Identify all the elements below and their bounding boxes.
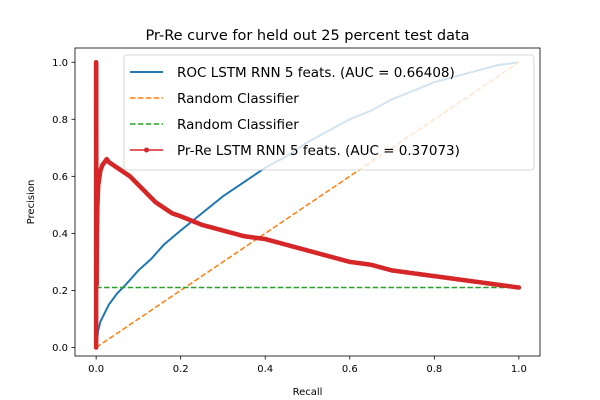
x-axis-label: Recall	[293, 387, 323, 398]
y-tick-label: 1.0	[52, 58, 68, 69]
chart-title: Pr-Re curve for held out 25 percent test…	[145, 28, 469, 44]
legend-entry: ROC LSTM RNN 5 feats. (AUC = 0.66408)	[177, 65, 455, 81]
x-tick-label: 1.0	[511, 364, 527, 375]
y-axis-ticks: 0.0 0.2 0.4 0.6 0.8 1.0	[52, 58, 75, 354]
y-tick-label: 0.0	[52, 343, 68, 354]
x-tick-label: 0.8	[426, 364, 442, 375]
x-tick-label: 0.6	[342, 364, 358, 375]
y-tick-label: 0.8	[52, 115, 68, 126]
legend-box	[123, 54, 535, 171]
x-tick-label: 0.2	[173, 364, 189, 375]
x-tick-label: 0.0	[88, 364, 104, 375]
series-point	[516, 285, 522, 290]
plot-area	[93, 59, 522, 350]
legend-entry: Random Classifier	[177, 91, 299, 107]
axes-frame	[74, 47, 541, 357]
y-tick-label: 0.6	[52, 172, 68, 183]
legend: ROC LSTM RNN 5 feats. (AUC = 0.66408) Ran…	[123, 54, 535, 171]
legend-entry: Pr-Re LSTM RNN 5 feats. (AUC = 0.37073)	[177, 143, 460, 159]
x-tick-label: 0.4	[257, 364, 273, 375]
legend-marker	[144, 147, 149, 153]
legend-entry: Random Classifier	[177, 117, 299, 133]
y-tick-label: 0.2	[52, 286, 68, 297]
y-tick-label: 0.4	[52, 229, 68, 240]
series-line-1	[95, 61, 520, 349]
y-axis-label: Precision	[26, 180, 37, 225]
x-axis-ticks: 0.0 0.2 0.4 0.6 0.8 1.0	[88, 356, 527, 375]
